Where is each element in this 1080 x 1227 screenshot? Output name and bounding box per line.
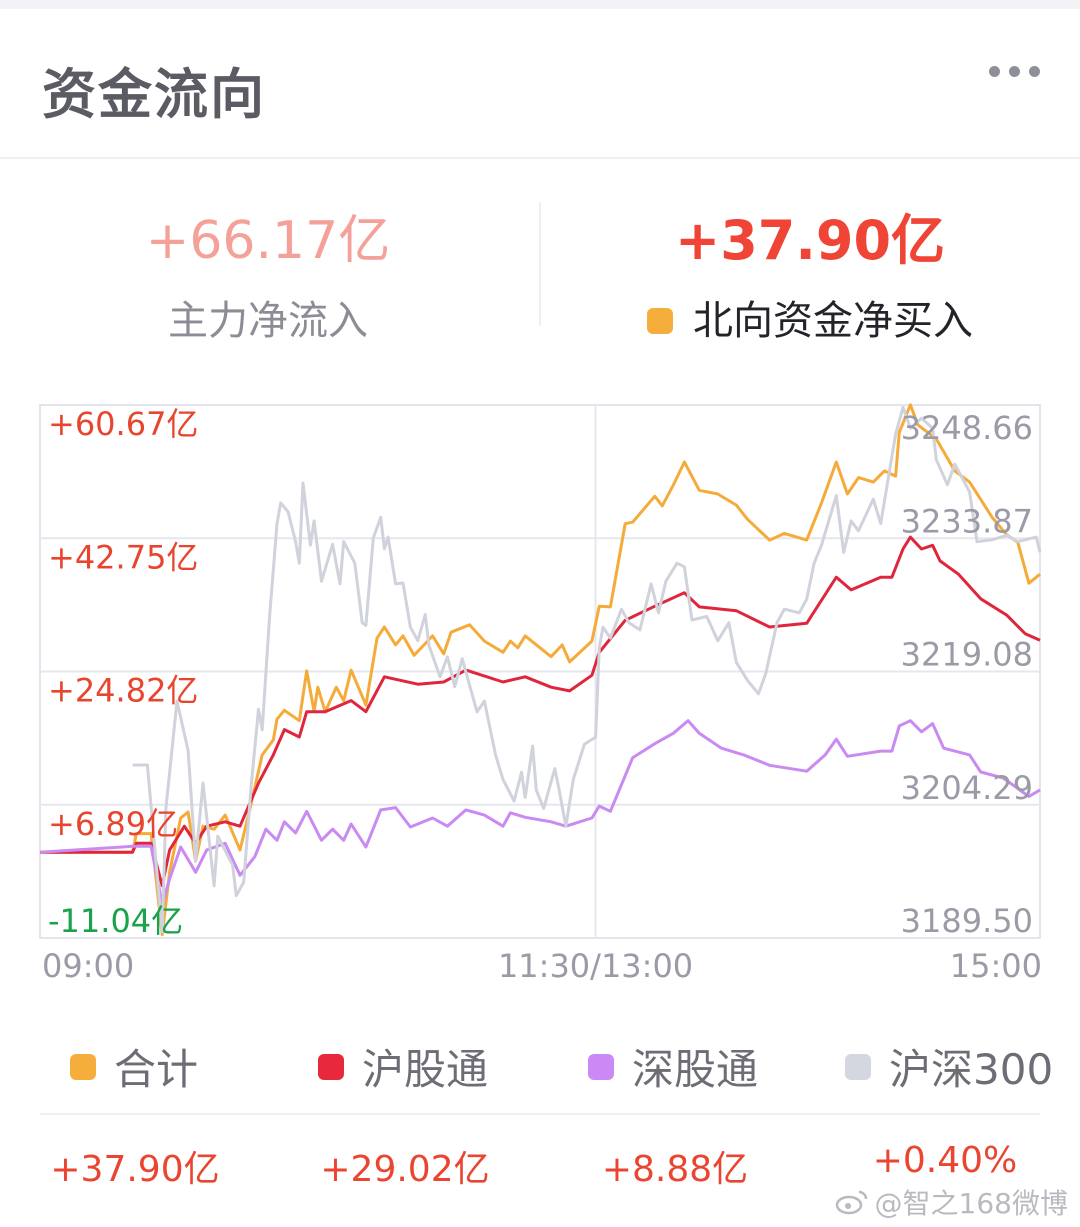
page-title: 资金流向 [42,63,266,126]
y-left-tick-label: -11.04亿 [48,902,183,940]
x-tick-label: 15:00 [950,947,1042,985]
legend-square-icon [588,1053,614,1080]
x-tick-label: 11:30/13:00 [498,947,693,985]
y-left-tick-label: +24.82亿 [48,672,198,710]
legend-item-csi300[interactable]: 沪深300 [845,1036,1053,1097]
y-left-tick-label: +6.89亿 [48,805,178,843]
legend-label: 合计 [114,1045,199,1094]
watermark-text: @智之168微博 [874,1187,1068,1220]
main-net-inflow-stat: +66.17亿 主力净流入 [100,208,436,346]
legend-divider [40,1113,1040,1115]
header-divider [0,157,1080,159]
series-line-1 [40,535,1041,888]
legend-item-sh-connect[interactable]: 沪股通 [318,1036,488,1097]
legend-square-icon [647,308,673,334]
sz-connect-value: +8.88亿 [601,1149,749,1190]
more-options-button[interactable] [989,66,1040,77]
northbound-net-buy-label: 北向资金净买入 [693,298,973,344]
total-value: +37.90亿 [50,1149,220,1190]
legend-label: 深股通 [632,1045,759,1094]
weibo-logo-icon [835,1190,867,1215]
y-left-tick-label: +60.67亿 [48,405,198,443]
x-tick-label: 09:00 [42,947,134,985]
stat-divider [539,202,541,326]
y-right-tick-label: 3204.29 [901,769,1033,807]
legend-label: 沪深300 [889,1045,1054,1094]
legend-square-icon [70,1053,96,1080]
y-right-tick-label: 3189.50 [901,902,1033,940]
watermark: @智之168微博 [835,1182,1068,1222]
more-dot [1009,66,1020,77]
legend-label: 沪股通 [362,1045,489,1094]
legend-item-sz-connect[interactable]: 深股通 [588,1036,758,1097]
fund-flow-chart[interactable]: +60.67亿 +42.75亿 +24.82亿 +6.89亿 -11.04亿 3248.6… [0,395,1080,995]
more-dot [1029,66,1040,77]
y-right-tick-label: 3219.08 [901,636,1033,674]
sh-connect-value: +29.02亿 [320,1149,490,1190]
legend-square-icon [318,1053,344,1080]
legend-item-total[interactable]: 合计 [70,1036,198,1097]
main-net-inflow-value: +66.17亿 [145,211,391,271]
legend-square-icon [845,1053,871,1080]
series-line-2 [39,719,1041,906]
northbound-net-buy-value: +37.90亿 [674,209,946,272]
csi300-value: +0.40% [872,1140,1018,1181]
series-line-0 [40,403,1041,937]
more-horizontal-icon [989,66,1000,77]
main-net-inflow-label: 主力净流入 [168,298,368,344]
series-line-3 [132,405,1042,934]
status-strip [0,0,1080,9]
chart-legend: 合计 沪股通 深股通 沪深300 [0,1036,1080,1094]
y-right-tick-label: 3233.87 [901,502,1033,540]
y-left-tick-label: +42.75亿 [48,538,198,576]
northbound-net-buy-stat: +37.90亿 北向资金净买入 [600,208,1020,346]
y-right-tick-label: 3248.66 [901,409,1033,447]
